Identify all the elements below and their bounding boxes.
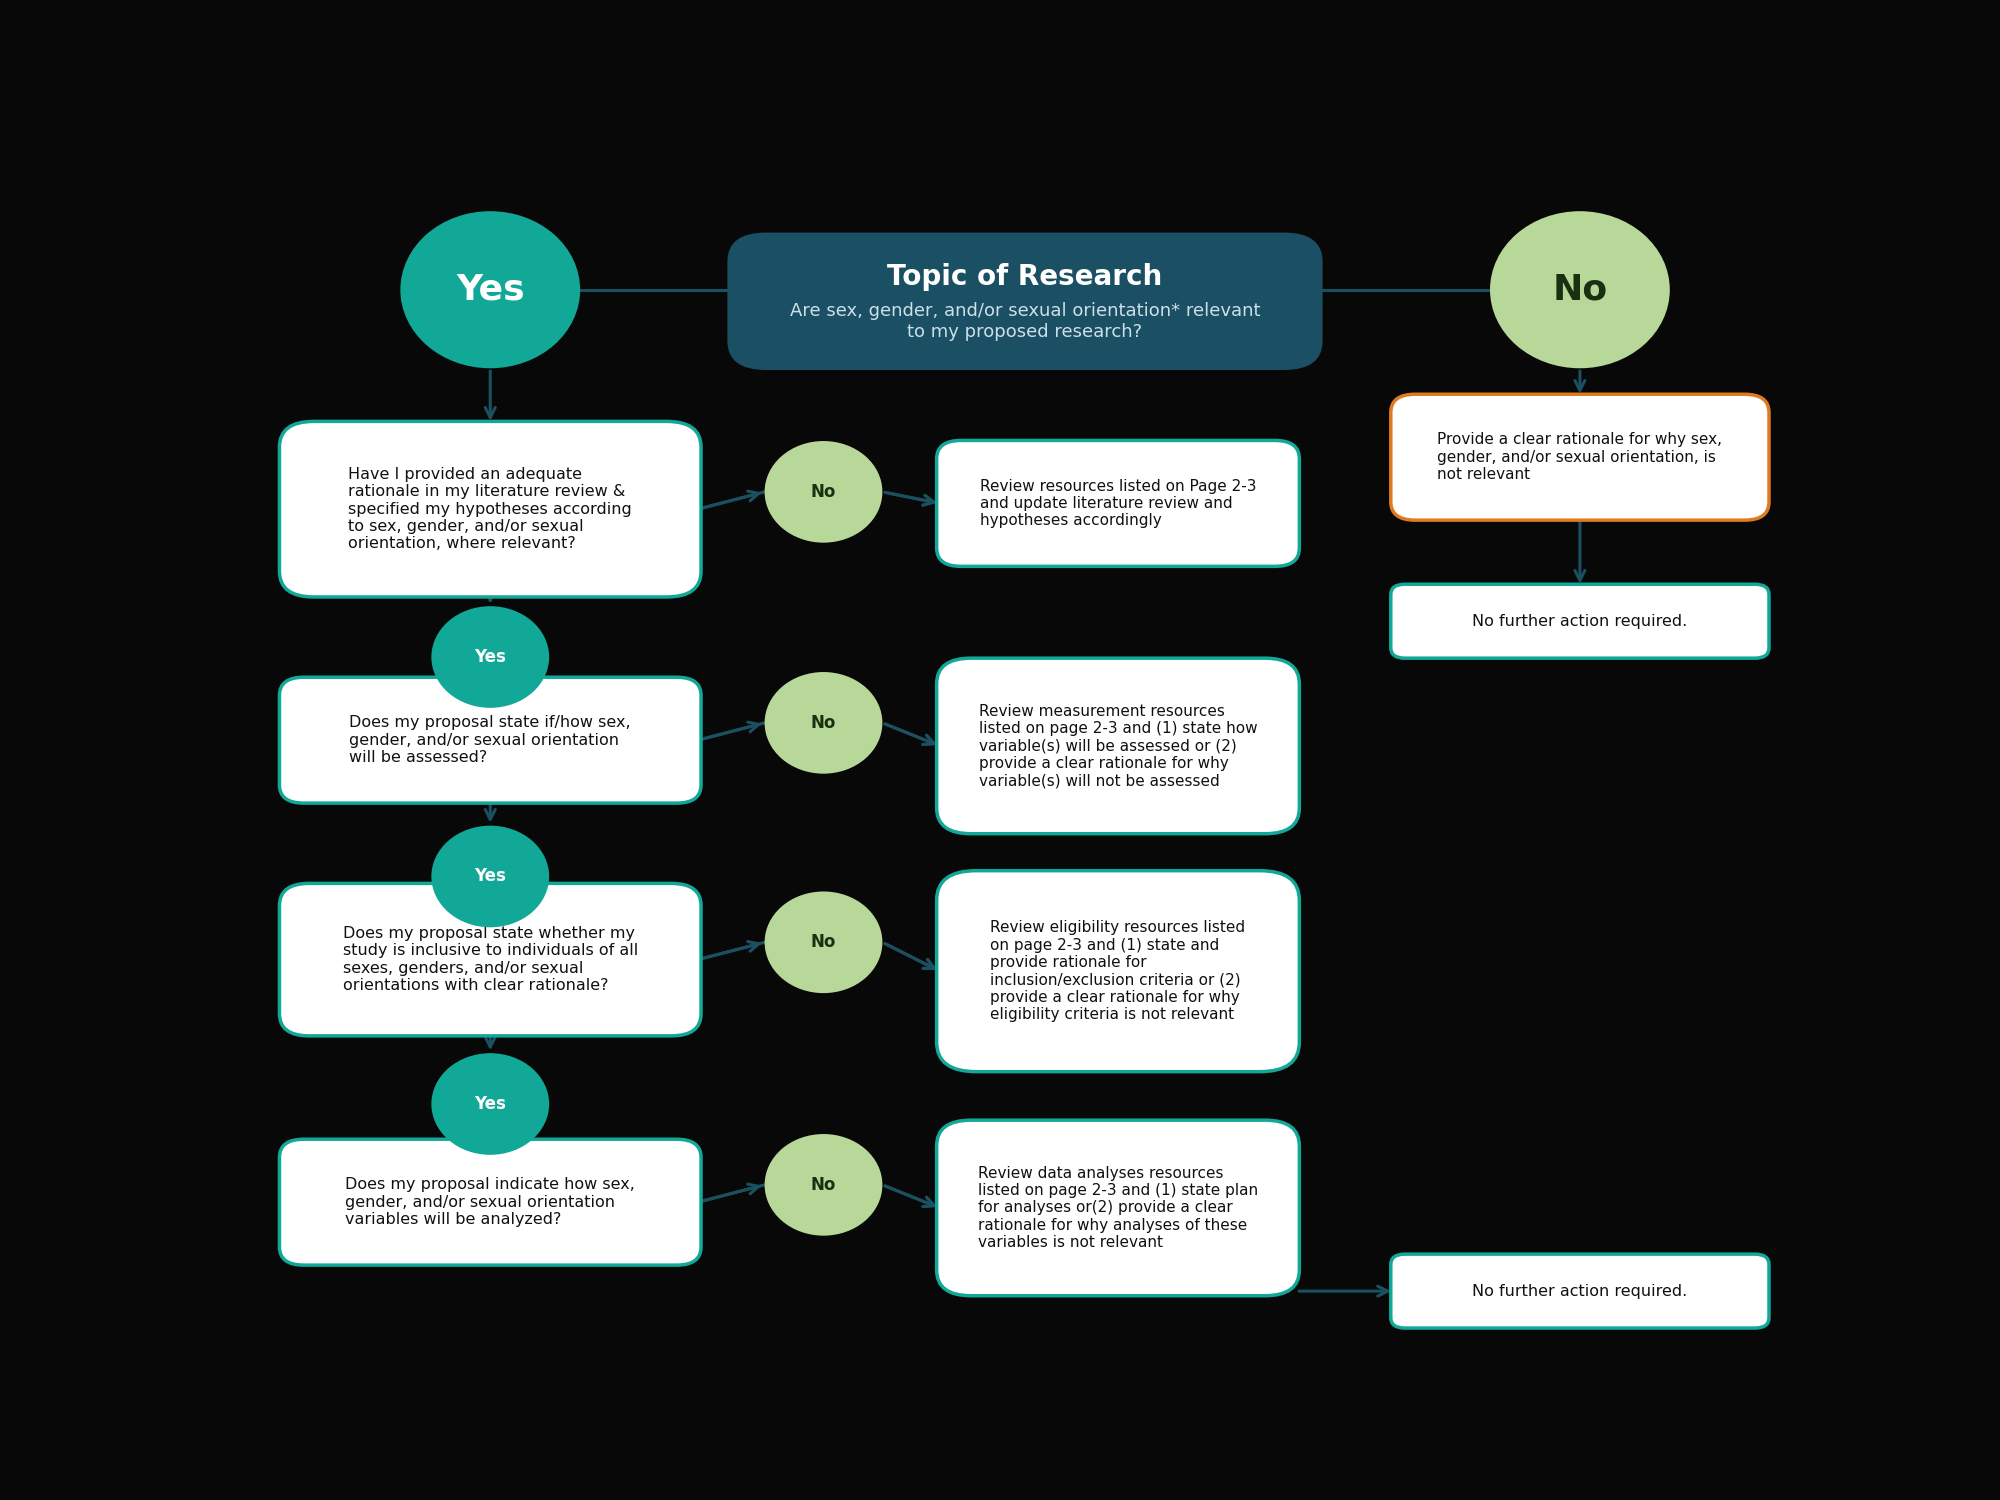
Text: No: No [1552,273,1608,306]
FancyBboxPatch shape [936,870,1300,1071]
Ellipse shape [432,606,550,708]
Text: Does my proposal indicate how sex,
gender, and/or sexual orientation
variables w: Does my proposal indicate how sex, gende… [346,1178,636,1227]
FancyBboxPatch shape [936,658,1300,834]
FancyBboxPatch shape [280,676,702,802]
Text: Review data analyses resources
listed on page 2-3 and (1) state plan
for analyse: Review data analyses resources listed on… [978,1166,1258,1251]
Ellipse shape [432,1053,550,1155]
Ellipse shape [432,825,550,927]
Text: No: No [810,714,836,732]
Ellipse shape [764,441,882,543]
Text: Yes: Yes [456,273,524,306]
Text: Review resources listed on Page 2-3
and update literature review and
hypotheses : Review resources listed on Page 2-3 and … [980,478,1256,528]
Text: No further action required.: No further action required. [1472,1284,1688,1299]
Ellipse shape [764,1134,882,1236]
Text: Yes: Yes [474,648,506,666]
Text: Review measurement resources
listed on page 2-3 and (1) state how
variable(s) wi: Review measurement resources listed on p… [978,704,1258,789]
Text: No: No [810,1176,836,1194]
Text: Review eligibility resources listed
on page 2-3 and (1) state and
provide ration: Review eligibility resources listed on p… [990,920,1246,1022]
FancyBboxPatch shape [936,441,1300,567]
FancyBboxPatch shape [1390,394,1770,520]
FancyBboxPatch shape [728,232,1322,370]
Text: Yes: Yes [474,867,506,885]
FancyBboxPatch shape [936,1120,1300,1296]
FancyBboxPatch shape [280,422,702,597]
Text: No further action required.: No further action required. [1472,614,1688,628]
Text: Yes: Yes [474,1095,506,1113]
Text: No: No [810,483,836,501]
Text: No: No [810,933,836,951]
FancyBboxPatch shape [1390,585,1770,658]
Ellipse shape [764,672,882,774]
Text: Topic of Research: Topic of Research [888,264,1162,291]
Ellipse shape [1490,211,1670,369]
Ellipse shape [400,211,580,369]
Text: Provide a clear rationale for why sex,
gender, and/or sexual orientation, is
not: Provide a clear rationale for why sex, g… [1438,432,1722,482]
FancyBboxPatch shape [280,1138,702,1264]
FancyBboxPatch shape [1390,1254,1770,1328]
Text: Does my proposal state if/how sex,
gender, and/or sexual orientation
will be ass: Does my proposal state if/how sex, gende… [350,716,632,765]
Text: Does my proposal state whether my
study is inclusive to individuals of all
sexes: Does my proposal state whether my study … [342,926,638,993]
Text: Are sex, gender, and/or sexual orientation* relevant
to my proposed research?: Are sex, gender, and/or sexual orientati… [790,302,1260,340]
Text: Have I provided an adequate
rationale in my literature review &
specified my hyp: Have I provided an adequate rationale in… [348,466,632,552]
FancyBboxPatch shape [280,884,702,1036]
Ellipse shape [764,891,882,993]
